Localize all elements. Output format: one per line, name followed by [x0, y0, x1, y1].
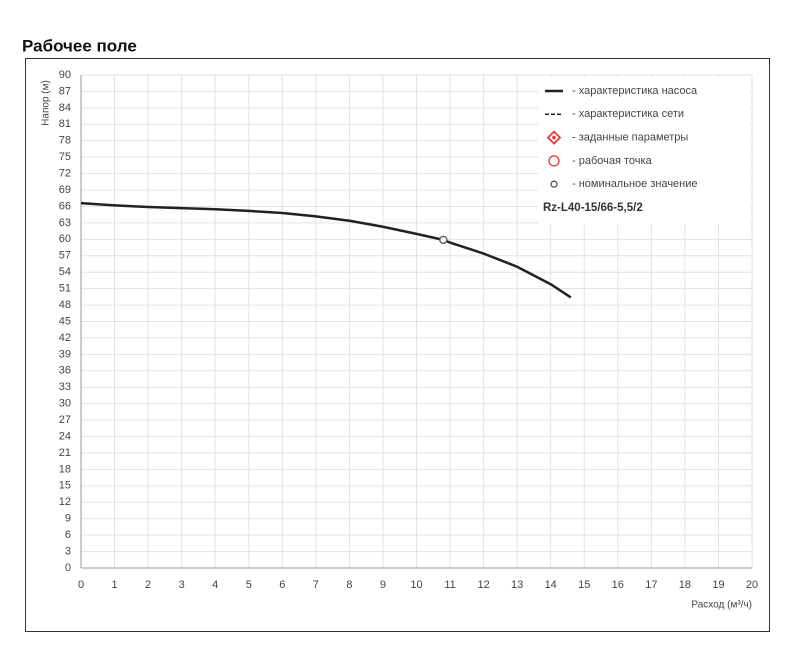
- x-tick-label: 2: [145, 579, 151, 591]
- y-tick-label: 9: [65, 513, 71, 525]
- x-tick-label: 13: [511, 579, 523, 591]
- data-point: [439, 235, 448, 245]
- y-tick-label: 78: [59, 135, 71, 147]
- x-tick-label: 18: [679, 579, 691, 591]
- y-tick-label: 39: [59, 348, 71, 360]
- y-tick-label: 36: [59, 365, 71, 377]
- x-tick-label: 4: [212, 579, 218, 591]
- frame: [25, 58, 770, 632]
- y-axis-label: Напор (м): [41, 80, 52, 126]
- y-tick-label: 72: [59, 168, 71, 180]
- x-tick-label: 0: [78, 579, 84, 591]
- y-tick-label: 27: [59, 414, 71, 426]
- y-tick-label: 75: [59, 151, 71, 163]
- x-tick-label: 17: [645, 579, 657, 591]
- x-tick-label: 16: [612, 579, 624, 591]
- y-tick-label: 42: [59, 332, 71, 344]
- y-tick-label: 30: [59, 398, 71, 410]
- y-tick-label: 12: [59, 496, 71, 508]
- y-tick-label: 87: [59, 85, 71, 97]
- legend-label: - характеристика сети: [572, 108, 684, 120]
- y-tick-label: 15: [59, 480, 71, 492]
- x-tick-label: 11: [444, 579, 455, 591]
- y-tick-label: 24: [59, 430, 71, 442]
- y-tick-label: 60: [59, 233, 71, 245]
- legend-symbol: [546, 130, 562, 145]
- x-tick-label: 9: [380, 579, 386, 591]
- y-tick-label: 51: [59, 283, 71, 295]
- x-tick-label: 19: [712, 579, 724, 591]
- x-tick-label: 5: [246, 579, 252, 591]
- legend-label: - заданные параметры: [572, 132, 688, 144]
- legend-symbol: [548, 155, 560, 167]
- x-tick-label: 15: [578, 579, 590, 591]
- legend-label: - рабочая точка: [572, 155, 653, 167]
- y-tick-label: 33: [59, 381, 71, 393]
- legend-symbol: [552, 135, 556, 140]
- legend-label: - характеристика насоса: [572, 85, 698, 97]
- x-tick-label: 1: [111, 579, 117, 591]
- x-axis-label: Расход (м³/ч): [691, 600, 752, 611]
- y-tick-label: 45: [59, 315, 71, 327]
- y-tick-label: 6: [65, 529, 71, 541]
- y-tick-label: 81: [59, 118, 71, 130]
- y-tick-label: 66: [59, 200, 71, 212]
- y-tick-label: 84: [59, 102, 71, 114]
- x-tick-label: 6: [279, 579, 285, 591]
- x-tick-label: 12: [477, 579, 489, 591]
- x-tick-label: 3: [179, 579, 185, 591]
- legend-symbol: [550, 180, 558, 188]
- model-label: Rz-L40-15/66-5,5/2: [543, 202, 643, 214]
- x-tick-label: 10: [410, 579, 422, 591]
- x-tick-label: 20: [746, 579, 758, 591]
- legend-box: [538, 78, 750, 224]
- y-tick-label: 90: [59, 69, 71, 81]
- x-tick-label: 7: [313, 579, 319, 591]
- chart-title: Рабочее поле: [22, 36, 137, 55]
- y-tick-label: 3: [65, 545, 71, 557]
- x-tick-label: 8: [346, 579, 352, 591]
- y-tick-label: 48: [59, 299, 71, 311]
- y-tick-label: 21: [59, 447, 71, 459]
- y-tick-label: 0: [65, 562, 71, 574]
- y-tick-label: 69: [59, 184, 71, 196]
- y-tick-label: 57: [59, 250, 71, 262]
- x-tick-label: 14: [545, 579, 557, 591]
- y-tick-label: 18: [59, 463, 71, 475]
- y-tick-label: 63: [59, 217, 71, 229]
- legend-label: - номинальное значение: [572, 178, 698, 190]
- series-line: [80, 201, 572, 299]
- y-tick-label: 54: [59, 266, 71, 278]
